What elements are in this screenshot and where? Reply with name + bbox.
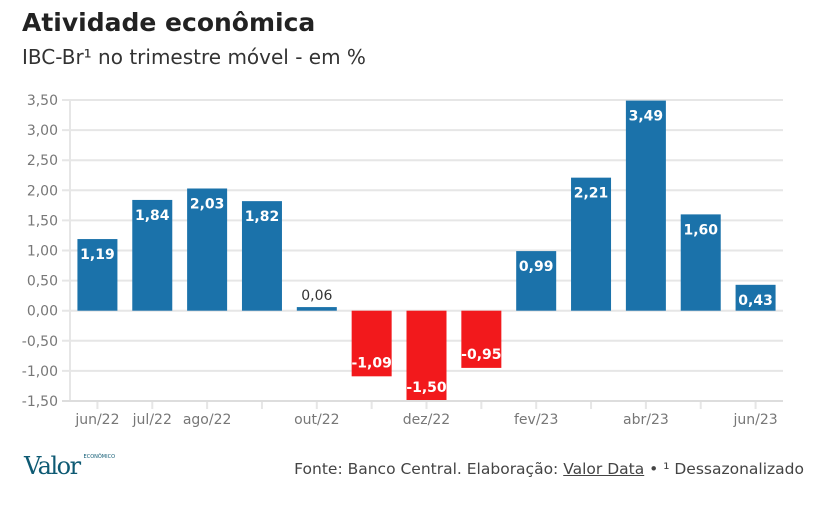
data-label: 1,60 <box>683 222 718 238</box>
bar <box>241 201 282 311</box>
bar <box>296 307 337 311</box>
y-tick-label: -0,50 <box>22 334 58 350</box>
data-label: 0,06 <box>301 288 332 304</box>
data-label: 2,03 <box>190 196 225 212</box>
y-tick-label: 3,00 <box>27 123 58 139</box>
logo-tagline: ECONÔMICO <box>83 454 116 460</box>
y-tick-label: 1,50 <box>27 213 58 229</box>
chart-title: Atividade econômica <box>22 8 316 37</box>
data-label: -1,09 <box>351 355 391 371</box>
y-tick-label: 2,50 <box>27 153 58 169</box>
y-tick-label: 0,50 <box>27 274 58 290</box>
valor-data-link[interactable]: Valor Data <box>563 460 645 478</box>
y-tick-label: 1,00 <box>27 244 58 260</box>
data-label: 2,21 <box>574 186 609 202</box>
data-label: 1,19 <box>80 247 115 263</box>
x-tick-label: jun/22 <box>74 412 119 428</box>
bar <box>571 177 612 311</box>
logo-text: Valor <box>24 452 81 480</box>
bar <box>680 214 721 311</box>
chart-subtitle: IBC-Br¹ no trimestre móvel - em % <box>22 45 366 69</box>
data-label: 0,99 <box>519 259 554 275</box>
x-tick-label: out/22 <box>294 412 339 428</box>
data-label: -0,95 <box>461 347 501 363</box>
x-tick-label: jul/22 <box>132 412 172 428</box>
bar <box>77 239 118 311</box>
y-tick-label: -1,00 <box>22 364 58 380</box>
data-label: 1,84 <box>135 208 170 224</box>
bar <box>516 251 557 311</box>
bar <box>132 199 173 311</box>
data-label: -1,50 <box>406 380 447 396</box>
x-tick-label: ago/22 <box>183 412 232 428</box>
bar <box>351 310 392 377</box>
x-tick-label: fev/23 <box>514 412 558 428</box>
y-tick-label: 0,00 <box>27 304 58 320</box>
bar <box>461 310 502 368</box>
source-note: Fonte: Banco Central. Elaboração: Valor … <box>294 460 804 478</box>
y-tick-label: 2,00 <box>27 183 58 199</box>
data-label: 0,43 <box>738 293 773 309</box>
x-tick-label: jun/23 <box>732 412 777 428</box>
y-tick-label: 3,50 <box>27 93 58 109</box>
valor-logo: Valor ECONÔMICO <box>24 452 115 480</box>
bar <box>625 100 666 311</box>
data-label: 1,82 <box>245 209 280 225</box>
data-label: 3,49 <box>629 109 664 125</box>
x-tick-label: abr/23 <box>623 412 669 428</box>
y-tick-label: -1,50 <box>22 394 58 410</box>
bar <box>187 188 228 311</box>
bar <box>735 284 776 311</box>
x-tick-label: dez/22 <box>403 412 450 428</box>
bar <box>406 310 447 401</box>
